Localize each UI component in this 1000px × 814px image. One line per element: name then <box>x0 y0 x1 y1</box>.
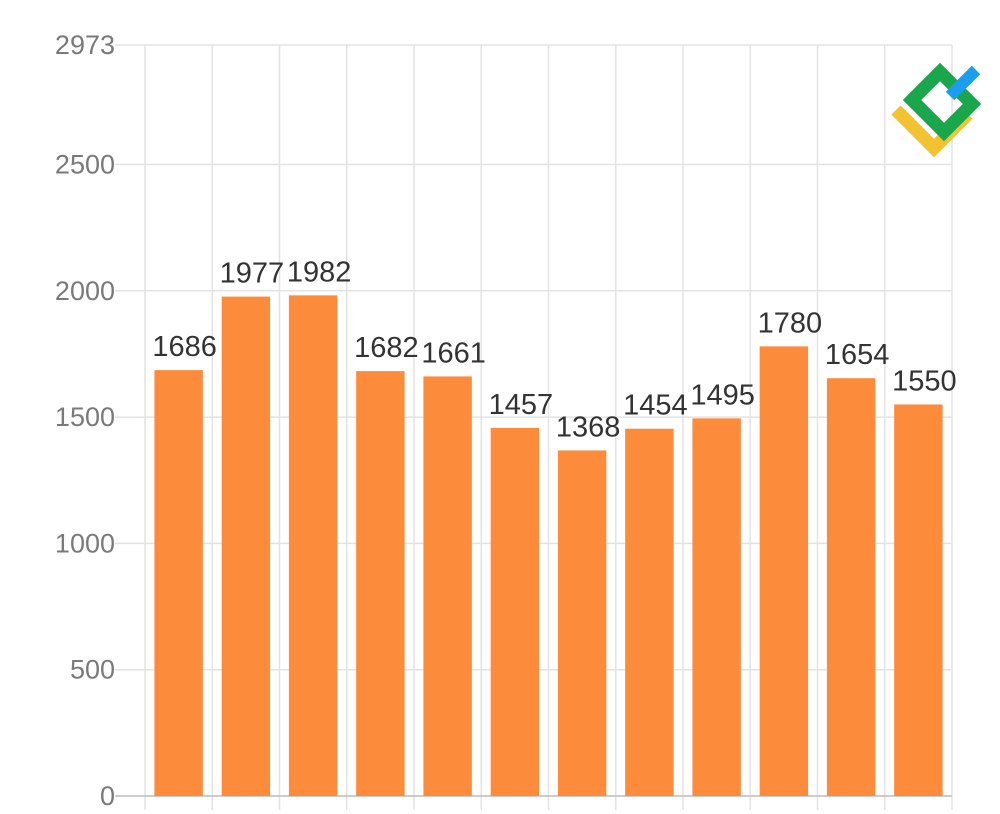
y-tick-label: 1000 <box>55 528 115 558</box>
logo-green-diamond <box>902 62 982 142</box>
data-label: 1780 <box>758 307 823 339</box>
data-label: 1457 <box>489 389 554 421</box>
bar <box>894 404 943 796</box>
data-label: 1550 <box>892 365 957 397</box>
bar <box>356 371 405 796</box>
data-label: 1977 <box>220 258 285 290</box>
bar <box>288 295 338 796</box>
y-tick-label: 2500 <box>55 149 115 179</box>
data-label: 1368 <box>556 411 621 443</box>
data-label: 1654 <box>825 339 890 371</box>
y-axis-tick-layer: 0 500 1000 1500 2000 2500 2973 <box>55 30 115 811</box>
bar <box>423 376 472 796</box>
bar <box>154 370 203 796</box>
bar <box>625 428 674 796</box>
bar <box>826 378 876 796</box>
data-label: 1661 <box>421 337 486 369</box>
data-label: 1454 <box>623 390 688 422</box>
data-label: 1982 <box>287 256 352 288</box>
data-label: 1686 <box>152 331 217 363</box>
data-label: 1495 <box>690 379 755 411</box>
data-label: 1682 <box>354 332 419 364</box>
y-tick-label: 500 <box>70 655 115 685</box>
bar <box>490 427 540 796</box>
y-tick-label: 1500 <box>55 402 115 432</box>
y-tick-label: 0 <box>100 781 115 811</box>
bar <box>221 296 271 796</box>
bar-layer <box>154 295 943 796</box>
logo-blue-stroke <box>945 65 981 101</box>
y-tick-label: 2973 <box>55 30 115 60</box>
bar <box>557 450 607 796</box>
bar <box>692 418 741 796</box>
y-tick-label: 2000 <box>55 276 115 306</box>
brand-logo-icon <box>891 62 982 158</box>
bar <box>759 346 809 796</box>
